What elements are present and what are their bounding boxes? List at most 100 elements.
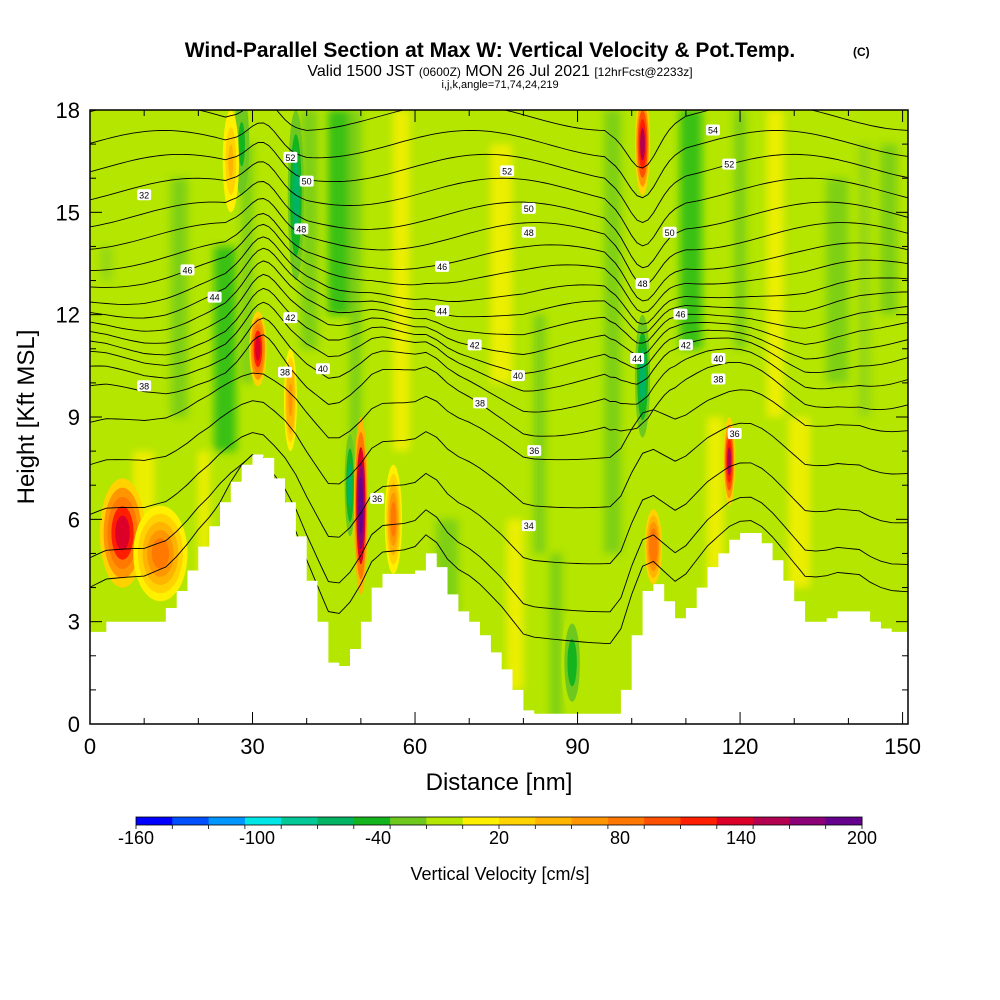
velocity-streak <box>506 519 524 690</box>
contour-label-box <box>370 492 385 504</box>
terrain-mask <box>90 454 908 724</box>
contour-label: 38 <box>137 380 152 392</box>
contour-label-text: 38 <box>713 374 723 384</box>
colorbar-swatch <box>281 817 318 825</box>
contour-label: 36 <box>527 445 542 457</box>
contour-label-text: 40 <box>513 371 523 381</box>
contour-label-text: 42 <box>681 340 691 350</box>
contour-label-box <box>521 226 536 238</box>
theta-contour-line <box>90 236 908 325</box>
colorbar-swatch <box>499 817 536 825</box>
velocity-streak <box>788 417 811 588</box>
contour-label-text: 36 <box>730 429 740 439</box>
colorbar-label: -100 <box>239 828 275 848</box>
velocity-streak <box>734 110 747 349</box>
theta-contour-line <box>90 432 908 565</box>
colorbar-swatch <box>136 817 173 825</box>
y-tick-label: 6 <box>68 507 80 532</box>
contour-label-box <box>510 370 525 382</box>
contour-label-box <box>283 312 298 324</box>
contour-label-text: 46 <box>675 310 685 320</box>
updraft-cell <box>640 127 645 161</box>
contour-label-text: 40 <box>713 354 723 364</box>
colorbar-swatch <box>208 817 246 825</box>
contour-label-box <box>283 151 298 163</box>
contour-label-text: 48 <box>524 228 534 238</box>
contour-label-box <box>500 165 515 177</box>
contour-label: 40 <box>711 353 726 365</box>
contour-label-box <box>673 308 688 320</box>
colorbar-title: Vertical Velocity [cm/s] <box>410 864 589 884</box>
valid-date-label: MON 26 Jul 2021 <box>465 63 590 80</box>
contour-label-box <box>435 305 450 317</box>
colorbar-swatch <box>462 817 500 825</box>
chart-subtitle: Valid 1500 JST (0600Z) MON 26 Jul 2021 [… <box>307 63 692 80</box>
valid-time-label: Valid 1500 JST <box>307 63 415 80</box>
y-tick-label: 0 <box>68 712 80 737</box>
contour-label-text: 46 <box>183 265 193 275</box>
chart-title: Wind-Parallel Section at Max W: Vertical… <box>185 39 796 62</box>
y-axis-title: Height [Kft MSL] <box>13 330 40 505</box>
contour-label-text: 48 <box>638 279 648 289</box>
theta-contour-line <box>90 198 908 286</box>
velocity-streak <box>490 144 513 383</box>
colorbar-label: -160 <box>118 828 154 848</box>
contour-label: 52 <box>283 151 298 163</box>
y-tick-label: 18 <box>56 98 80 123</box>
contour-label-box <box>315 363 330 375</box>
contour-label: 40 <box>315 363 330 375</box>
velocity-streak <box>392 110 410 452</box>
contour-label-box <box>473 397 488 409</box>
contour-label: 38 <box>473 397 488 409</box>
contour-label-box <box>180 264 195 276</box>
contour-label: 46 <box>180 264 195 276</box>
colorbar-swatch <box>172 817 210 825</box>
contour-label-text: 52 <box>724 160 734 170</box>
contour-label-box <box>705 124 720 136</box>
contour-label-text: 44 <box>210 293 220 303</box>
theta-contour-line <box>90 181 908 269</box>
contour-label-text: 50 <box>665 228 675 238</box>
contour-label: 42 <box>678 339 693 351</box>
downdraft-cell <box>567 638 577 687</box>
contour-label: 46 <box>435 260 450 272</box>
y-tick-label: 3 <box>68 610 80 635</box>
contour-label-text: 48 <box>296 224 306 234</box>
contour-label: 44 <box>630 353 645 365</box>
colorbar-swatch <box>644 817 681 825</box>
theta-contour-line <box>90 110 908 169</box>
velocity-streak <box>766 110 784 417</box>
contour-label-text: 42 <box>285 313 295 323</box>
velocity-streak <box>880 144 898 315</box>
colorbar: -160 -100 -40 20 80 140 200 <box>118 816 877 848</box>
theta-contour-line <box>90 453 908 613</box>
contour-label-text: 38 <box>280 368 290 378</box>
theta-contour-line <box>90 142 908 223</box>
velocity-streak <box>300 110 318 349</box>
contour-label: 36 <box>727 428 742 440</box>
contour-label-box <box>299 175 314 187</box>
colorbar-swatch <box>426 817 464 825</box>
contour-label: 50 <box>662 226 677 238</box>
contour-label-box <box>527 445 542 457</box>
colorbar-label: 20 <box>489 828 509 848</box>
x-tick-label: 60 <box>403 734 427 759</box>
contour-label: 34 <box>521 520 536 532</box>
theta-contour-line <box>90 213 908 302</box>
colorbar-label: -40 <box>365 828 391 848</box>
contour-label-text: 44 <box>632 354 642 364</box>
contour-label: 38 <box>278 366 293 378</box>
x-tick-label: 150 <box>884 734 921 759</box>
contour-label-box <box>435 260 450 272</box>
theta-contour-line <box>90 260 908 344</box>
colorbar-swatch <box>716 817 754 825</box>
contour-label-box <box>635 277 650 289</box>
contour-label: 42 <box>283 312 298 324</box>
contour-label-box <box>278 366 293 378</box>
theta-contours <box>90 110 908 645</box>
contour-label-box <box>662 226 677 238</box>
contour-label: 32 <box>137 189 152 201</box>
downdraft-cell <box>347 463 353 508</box>
colorbar-swatch <box>535 817 573 825</box>
contour-label: 52 <box>500 165 515 177</box>
